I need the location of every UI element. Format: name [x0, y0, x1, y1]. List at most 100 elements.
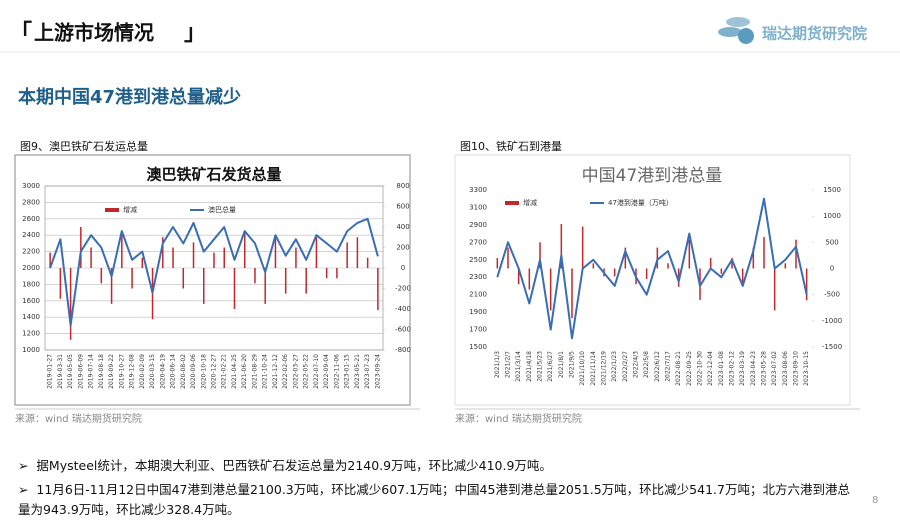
y-tick-label: 1800 — [22, 280, 40, 288]
bar — [203, 268, 205, 304]
x-tick-label: 2020-12-27 — [211, 354, 218, 389]
bar — [581, 226, 584, 269]
x-tick-label: 2022/1/23 — [611, 351, 618, 382]
x-tick-label: 2021-08-29 — [251, 354, 258, 389]
x-tick-label: 2020-08-02 — [180, 354, 187, 389]
x-tick-label: 2019-03-31 — [57, 354, 64, 389]
y-tick-label: 3300 — [469, 186, 487, 194]
bar — [613, 268, 616, 277]
x-tick-label: 2019-05-05 — [67, 354, 74, 389]
x-tick-label: 2021/6/27 — [547, 351, 554, 382]
y2-tick-label: 400 — [396, 223, 409, 231]
bar — [773, 268, 776, 311]
chart-source: 来源：wind 瑞达期货研究院 — [15, 412, 142, 425]
y-tick-label: 1400 — [22, 313, 40, 321]
chart-frame — [14, 154, 411, 406]
x-tick-label: 2023-01-15 — [344, 354, 351, 389]
x-tick-label: 2021-12-12 — [272, 354, 279, 389]
x-tick-label: 2021/1/3 — [494, 351, 501, 378]
bar — [549, 268, 552, 311]
x-tick-label: 2020-09-06 — [190, 354, 197, 389]
bar — [325, 268, 328, 279]
x-tick-label: 2023-03-19 — [739, 351, 746, 386]
bar — [315, 237, 318, 268]
bar — [243, 232, 246, 268]
x-tick-label: 2023-07-23 — [364, 354, 371, 389]
bar — [645, 268, 648, 279]
bar — [366, 257, 369, 268]
x-tick-label: 2021/12/19 — [601, 351, 608, 386]
x-tick-label: 2021-04-25 — [231, 354, 238, 389]
legend-swatch — [505, 201, 519, 205]
x-tick-label: 2021/5/23 — [537, 351, 544, 382]
legend-label: 47港到港量（万吨） — [608, 198, 673, 207]
header-title: 上游市场情况 — [34, 21, 154, 45]
x-tick-label: 2023-05-21 — [354, 354, 361, 389]
x-tick-label: 2021/4/18 — [526, 351, 533, 382]
bar — [192, 242, 195, 268]
legend-swatch — [105, 208, 119, 212]
y-tick-label: 3100 — [469, 203, 487, 211]
bar — [69, 268, 72, 340]
x-tick-label: 2022/4/3 — [633, 351, 640, 378]
y2-tick-label: 1000 — [823, 212, 841, 220]
bullet-text: 据Mysteel统计，本期澳大利亚、巴西铁矿石发运总量为2140.9万吨，环比减… — [36, 458, 552, 473]
bracket: 「 — [10, 21, 32, 46]
x-tick-label: 2023-09-10 — [793, 351, 800, 386]
bar — [656, 247, 659, 269]
bar — [709, 258, 712, 269]
y-tick-label: 1200 — [22, 330, 40, 338]
x-tick-label: 2021/8/1 — [558, 351, 565, 378]
x-tick-label: 2022-09-25 — [686, 351, 693, 386]
y-tick-label: 2300 — [469, 273, 487, 281]
x-tick-label: 2022-12-04 — [707, 351, 714, 386]
y-tick-label: 2400 — [22, 231, 40, 239]
x-tick-label: 2019-06-09 — [77, 354, 84, 389]
y2-tick-label: -500 — [824, 291, 840, 299]
x-tick-label: 2023-10-15 — [803, 351, 810, 386]
bar — [377, 268, 379, 311]
x-tick-label: 2021/11/14 — [590, 351, 597, 386]
bullet: ➢ 据Mysteel统计，本期澳大利亚、巴西铁矿石发运总量为2140.9万吨，环… — [18, 458, 552, 473]
x-tick-label: 2022-05-22 — [303, 354, 310, 389]
x-tick-label: 2021-10-24 — [262, 354, 269, 389]
x-tick-label: 2020-02-09 — [139, 354, 146, 389]
x-tick-label: 2022/2/27 — [622, 351, 629, 382]
x-tick-label: 2021-02-21 — [221, 354, 228, 389]
bar — [784, 263, 787, 269]
y2-tick-label: 600 — [396, 203, 409, 211]
bar — [667, 263, 669, 269]
y-tick-label: 2800 — [22, 198, 40, 206]
logo-text: 瑞达期货研究院 — [762, 25, 867, 43]
y-tick-label: 3000 — [22, 182, 40, 190]
bar — [805, 268, 808, 301]
x-tick-label: 2022-07-10 — [313, 354, 320, 389]
chart-title: 中国47港到港总量 — [582, 166, 723, 186]
chart-caption: 图9、澳巴铁矿石发运总量 — [20, 139, 148, 153]
x-tick-label: 2021/10/10 — [579, 351, 586, 386]
bar — [141, 257, 144, 268]
x-tick-label: 2023-05-28 — [761, 351, 768, 386]
y-tick-label: 1600 — [22, 297, 40, 305]
chart-caption: 图10、铁矿石到港量 — [460, 140, 562, 153]
y-tick-label: 2900 — [469, 221, 487, 229]
x-tick-label: 2023-09-24 — [374, 354, 381, 389]
y2-tick-label: 500 — [825, 238, 838, 246]
bar — [182, 268, 185, 289]
bar — [763, 237, 765, 269]
bullet-text: 11月6日-11月12日中国47港到港总量2100.3万吨，环比减少607.1万… — [18, 482, 850, 517]
bar — [741, 268, 744, 285]
bar — [539, 242, 541, 269]
bar — [213, 252, 215, 268]
bar — [688, 239, 691, 269]
bar — [110, 268, 113, 304]
bar — [254, 268, 256, 284]
x-tick-label: 2022/6/12 — [654, 351, 661, 382]
bar — [528, 268, 531, 290]
x-tick-label: 2022-03-27 — [292, 354, 299, 389]
y-tick-label: 1700 — [469, 326, 487, 334]
bar — [80, 227, 82, 268]
y2-tick-label: -200 — [395, 285, 411, 293]
bar — [49, 252, 51, 268]
bar — [131, 268, 133, 289]
